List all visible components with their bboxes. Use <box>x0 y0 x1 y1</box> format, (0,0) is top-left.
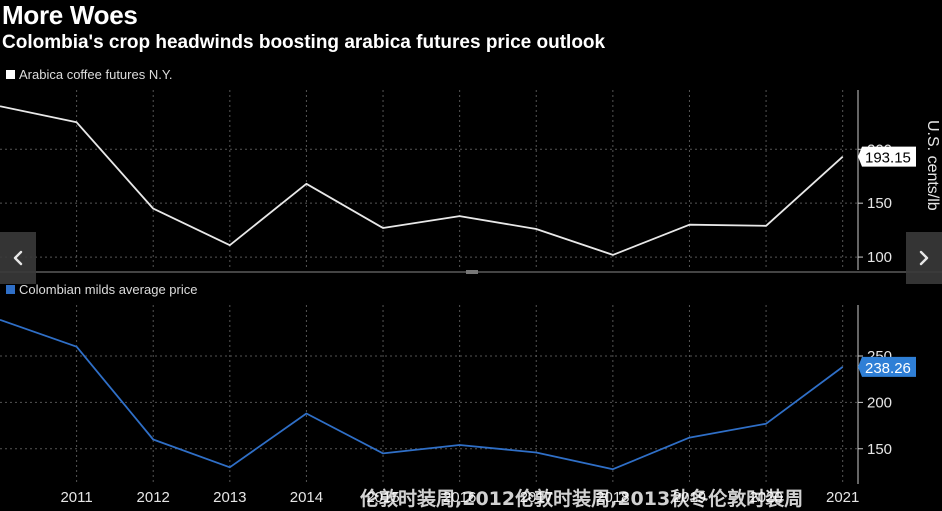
chart-title: More Woes <box>2 0 138 30</box>
x-tick-label: 2021 <box>826 489 859 506</box>
previous-chart-button[interactable] <box>0 232 36 284</box>
chart-subtitle: Colombia's crop headwinds boosting arabi… <box>2 32 606 53</box>
last-value-label-colombian: 238.26 <box>865 360 911 377</box>
legend-colombian: Colombian milds average price <box>6 282 197 297</box>
series-line-arabica <box>0 105 844 256</box>
x-tick-label: 2015 <box>366 489 399 506</box>
last-value-tag-colombian <box>858 356 916 377</box>
x-tick-label: 2011 <box>60 489 92 506</box>
x-tick-label: 2013 <box>213 489 246 506</box>
y-tick-label: 150 <box>867 441 892 458</box>
x-tick-label: 2014 <box>290 489 323 506</box>
last-value-label-arabica: 193.15 <box>865 150 911 167</box>
legend-label-colombian: Colombian milds average price <box>19 282 198 297</box>
y-tick-label: 100 <box>867 249 892 266</box>
y-tick-label: 150 <box>867 195 892 212</box>
x-tick-label: 2012 <box>137 489 170 506</box>
x-tick-label: 2017 <box>520 489 553 506</box>
legend-arabica: Arabica coffee futures N.Y. <box>6 67 172 82</box>
x-tick-label: 2020 <box>749 489 782 506</box>
chevron-right-icon <box>919 250 929 266</box>
x-tick-label: 2018 <box>596 489 629 506</box>
next-chart-button[interactable] <box>906 232 942 284</box>
legend-swatch-arabica <box>6 70 15 79</box>
y-tick-label: 200 <box>867 394 892 411</box>
y-axis-label: U.S. cents/lb <box>924 120 941 211</box>
watermark-text: 伦敦时装周,2012伦敦时装周,2013秋冬伦敦时装周 <box>360 488 804 510</box>
series-line-colombian <box>0 318 844 471</box>
legend-label-arabica: Arabica coffee futures N.Y. <box>19 67 173 82</box>
panel-resize-handle <box>466 270 478 274</box>
legend-swatch-colombian <box>6 285 15 294</box>
x-tick-label: 2019 <box>673 489 706 506</box>
last-value-tag-arabica <box>858 146 916 167</box>
x-tick-label: 2016 <box>443 489 476 506</box>
chevron-left-icon <box>13 250 23 266</box>
